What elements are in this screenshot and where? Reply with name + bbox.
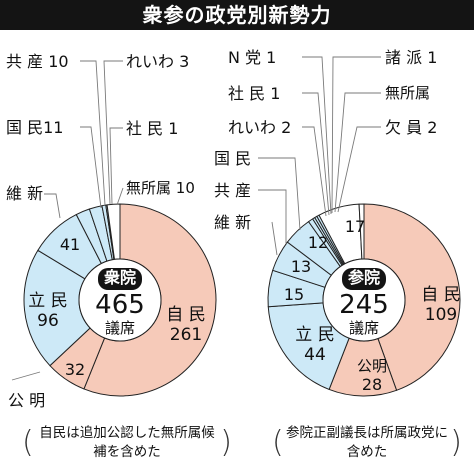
label-shu-kyosan: 共 産 10 (6, 52, 69, 71)
note-shu: ( 自民は追加公認した無所属候補を含めた ) (22, 424, 232, 466)
note-san-open-paren: ( (272, 425, 284, 460)
value-shu-ldp: 261 (170, 325, 202, 345)
note-shu-open-paren: ( (22, 425, 34, 460)
label-san-nto: N 党 1 (228, 48, 276, 67)
leader-shu-komeito (11, 371, 41, 381)
leader-san-kyosan (258, 189, 287, 244)
value-san-kyosan: 13 (291, 257, 311, 276)
label-shu-ldp-name: 自 民 (166, 305, 205, 325)
value-san-komeito: 28 (362, 375, 382, 394)
value-san-mushozoku: 17 (345, 217, 365, 236)
leader-san-reiwa (302, 126, 327, 217)
leader-shu-kokumin (80, 126, 102, 209)
chart-title: 衆参の政党別新勢力 (0, 0, 474, 30)
center-unit-san: 議席 (349, 319, 379, 337)
label-san-ketsuin: 欠 員 2 (385, 118, 437, 137)
value-san-ishin: 15 (284, 285, 304, 304)
leader-shu-mushozoku (116, 187, 124, 206)
label-shu-reiwa: れいわ 3 (126, 52, 189, 71)
label-san-shamin: 社 民 1 (228, 84, 280, 103)
value-shu-ishin: 41 (60, 235, 80, 254)
label-shu-mushozoku: 無所属 10 (126, 179, 195, 197)
label-shu-ishin: 維 新 (6, 184, 43, 203)
value-shu-komeito: 32 (65, 360, 85, 379)
center-house-san: 参院 (348, 268, 380, 287)
center-house-tab-shu (98, 268, 142, 290)
label-shu-cdp-name: 立 民 (28, 291, 67, 311)
label-shu-komeito-name: 公 明 (8, 391, 45, 410)
label-san-kyosan: 共 産 (214, 181, 251, 200)
label-san-shoha: 諸 派 1 (385, 48, 437, 67)
leader-san-mushozoku (334, 92, 381, 213)
leader-san-shamin (302, 92, 330, 216)
leader-shu-ishin (44, 193, 61, 219)
leader-shu-kyosan (80, 60, 106, 206)
label-san-komeito-name: 公明 (357, 357, 387, 375)
center-house-shu: 衆院 (104, 268, 136, 287)
center-total-shu: 465 (95, 290, 145, 320)
note-shu-close-paren: ) (220, 425, 232, 460)
label-san-mushozoku: 無所属 (385, 84, 430, 102)
note-shu-text: 自民は追加公認した無所属候補を含めた (39, 425, 215, 460)
leader-san-ketsuin (337, 126, 381, 213)
label-san-ldp-name: 自 民 (421, 285, 460, 305)
leader-san-kokumin (258, 157, 301, 231)
note-san-text: 参院正副議長は所属政党に含めた (286, 425, 448, 460)
label-san-reiwa: れいわ 2 (228, 118, 291, 137)
center-unit-shu: 議席 (105, 319, 135, 337)
note-san-close-paren: ) (450, 425, 462, 460)
label-shu-kokumin: 国 民11 (6, 118, 63, 137)
leader-san-ishin (271, 221, 278, 256)
value-san-ldp: 109 (425, 305, 457, 325)
label-san-cdp-name: 立 民 (295, 325, 334, 345)
value-shu-cdp: 96 (37, 311, 59, 331)
label-san-kokumin: 国 民 (214, 149, 251, 168)
note-san: ( 参院正副議長は所属政党に含めた ) (272, 424, 462, 466)
label-san-ishin: 維 新 (214, 213, 251, 232)
leader-san-shoha (331, 56, 381, 214)
value-san-cdp: 44 (304, 345, 326, 365)
center-house-tab-san (342, 268, 386, 290)
value-san-kokumin: 12 (308, 233, 328, 252)
leader-shu-reiwa (103, 60, 123, 205)
leader-shu-shamin (109, 127, 123, 205)
center-total-san: 245 (339, 290, 389, 320)
leader-san-nto (302, 56, 332, 215)
label-shu-shamin: 社 民 1 (126, 119, 178, 138)
